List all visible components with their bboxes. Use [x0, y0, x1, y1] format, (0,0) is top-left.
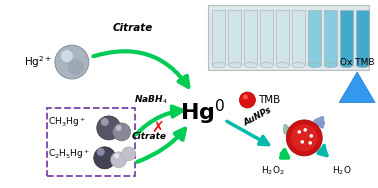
Circle shape	[114, 153, 119, 158]
Bar	[260, 10, 273, 65]
Bar	[356, 10, 369, 65]
Text: Citrate: Citrate	[132, 132, 167, 141]
Bar	[228, 10, 242, 65]
Circle shape	[97, 116, 121, 140]
Circle shape	[297, 130, 301, 134]
Bar	[47, 108, 135, 176]
Text: Ox TMB: Ox TMB	[340, 58, 374, 67]
Ellipse shape	[212, 63, 225, 67]
Circle shape	[304, 128, 307, 132]
Circle shape	[310, 134, 313, 138]
Text: H$_2$O: H$_2$O	[332, 164, 352, 177]
Circle shape	[61, 50, 73, 62]
Bar	[340, 10, 353, 65]
Circle shape	[243, 95, 248, 99]
Bar	[324, 10, 337, 65]
Bar	[292, 10, 305, 65]
Ellipse shape	[308, 63, 321, 67]
Ellipse shape	[245, 63, 257, 67]
Ellipse shape	[292, 63, 305, 67]
Text: H$_2$O$_2$: H$_2$O$_2$	[260, 164, 284, 177]
Bar	[212, 10, 225, 65]
Circle shape	[122, 147, 136, 161]
Ellipse shape	[340, 63, 353, 67]
Circle shape	[97, 148, 105, 156]
FancyArrowPatch shape	[227, 121, 268, 145]
Ellipse shape	[228, 63, 242, 67]
Ellipse shape	[260, 63, 273, 67]
Circle shape	[101, 118, 109, 126]
Circle shape	[55, 45, 89, 79]
Text: C$_2$H$_5$Hg$^+$: C$_2$H$_5$Hg$^+$	[48, 147, 90, 161]
Circle shape	[94, 147, 116, 169]
Circle shape	[286, 120, 322, 156]
Circle shape	[113, 123, 131, 141]
Text: AuNPs: AuNPs	[242, 106, 273, 128]
FancyArrowPatch shape	[315, 118, 323, 127]
Text: Hg$^{0}$: Hg$^{0}$	[180, 97, 225, 127]
Text: Citrate: Citrate	[113, 23, 153, 33]
Bar	[245, 10, 257, 65]
Bar	[276, 10, 289, 65]
Circle shape	[291, 124, 318, 151]
Circle shape	[68, 59, 84, 75]
FancyArrowPatch shape	[136, 107, 182, 134]
Circle shape	[111, 152, 127, 168]
Text: NaBH$_4$: NaBH$_4$	[134, 94, 167, 106]
Bar	[308, 10, 321, 65]
Text: TMB: TMB	[259, 95, 280, 105]
Polygon shape	[339, 72, 375, 103]
Circle shape	[308, 141, 312, 145]
Circle shape	[116, 125, 122, 131]
Text: Hg$^{2+}$: Hg$^{2+}$	[24, 54, 52, 70]
Circle shape	[301, 140, 304, 144]
FancyArrowPatch shape	[284, 125, 291, 133]
FancyArrowPatch shape	[137, 129, 185, 162]
Bar	[208, 5, 369, 70]
Ellipse shape	[324, 63, 337, 67]
Text: CH$_3$Hg$^+$: CH$_3$Hg$^+$	[48, 115, 86, 129]
Circle shape	[239, 92, 256, 108]
Ellipse shape	[356, 63, 369, 67]
Ellipse shape	[276, 63, 289, 67]
FancyArrowPatch shape	[318, 146, 327, 155]
Text: ✗: ✗	[151, 121, 164, 135]
FancyArrowPatch shape	[93, 51, 188, 87]
FancyArrowPatch shape	[281, 150, 288, 158]
